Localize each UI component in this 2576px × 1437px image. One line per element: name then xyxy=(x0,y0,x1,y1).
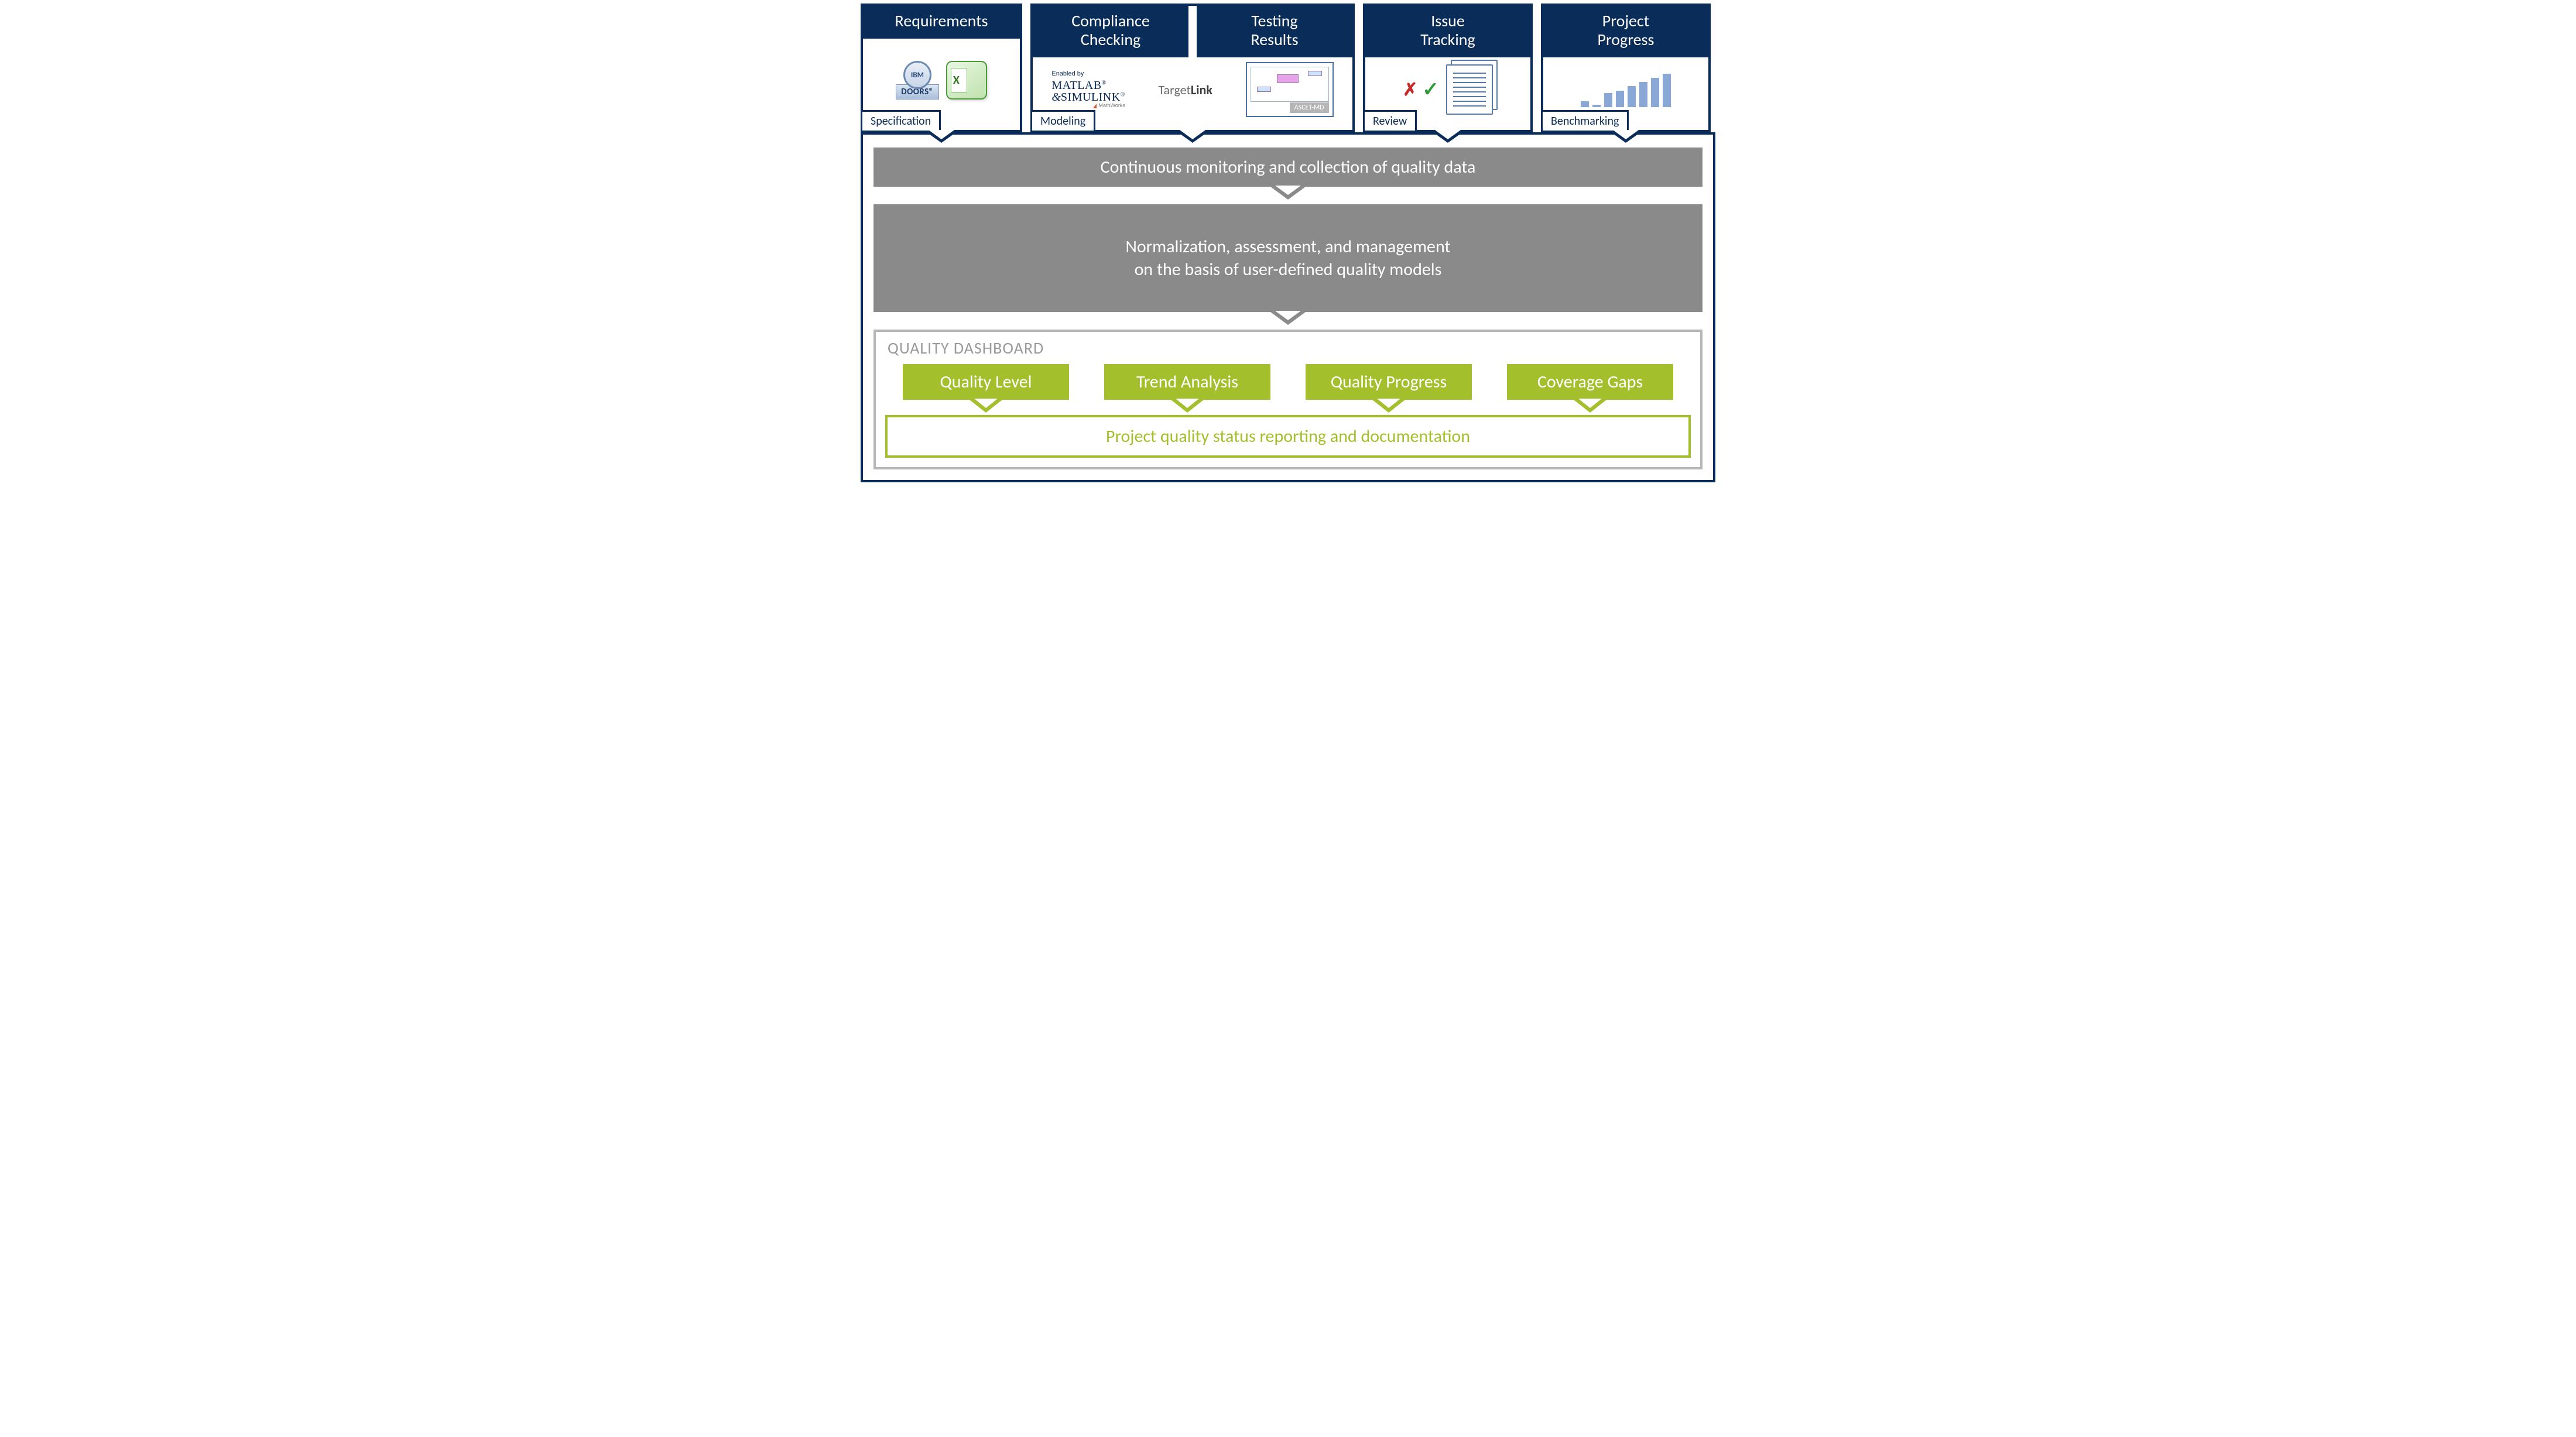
document-stack-icon xyxy=(1446,64,1493,115)
flow-arrow-icon xyxy=(925,131,958,143)
input-sources-row: Requirements IBM DOORS® Specification Co… xyxy=(861,4,1715,132)
card-tag: Benchmarking xyxy=(1541,110,1629,132)
flow-arrow-icon xyxy=(1176,131,1209,143)
quality-flow-diagram: Requirements IBM DOORS® Specification Co… xyxy=(861,4,1715,482)
bar-icon xyxy=(1604,93,1612,107)
stage-normalization: Normalization, assessment, and managemen… xyxy=(873,204,1703,312)
stage-label: Normalization, assessment, and managemen… xyxy=(1125,236,1450,280)
card-tag: Specification xyxy=(861,110,941,132)
bar-icon xyxy=(1639,82,1647,107)
ascet-label: ASCET-MD xyxy=(1290,102,1329,113)
simulink-name: SIMULINK xyxy=(1061,91,1121,104)
flow-arrow-icon xyxy=(1270,187,1306,200)
review-marks: ✗ ✓ xyxy=(1403,78,1439,102)
targetlink-b: Link xyxy=(1191,82,1212,98)
dashboard-outcome: Project quality status reporting and doc… xyxy=(885,415,1691,458)
bar-icon xyxy=(1628,86,1636,107)
card-project-progress: Project Progress Benchmarking xyxy=(1541,4,1711,132)
dashboard-metric: Quality Progress xyxy=(1306,364,1472,400)
check-mark-icon: ✓ xyxy=(1422,78,1439,102)
benchmark-bars-icon xyxy=(1581,72,1671,107)
dashboard-metrics-row: Quality Level Trend Analysis Quality Progr… xyxy=(885,364,1691,400)
flow-arrow-icon xyxy=(1372,400,1405,413)
flow-arrow-icon xyxy=(1609,131,1642,143)
tool-ibm-doors-icon: IBM DOORS® xyxy=(896,61,939,100)
dashboard-metric: Coverage Gaps xyxy=(1507,364,1673,400)
header-testing: Testing Results xyxy=(1197,6,1352,57)
card-header: Issue Tracking xyxy=(1365,6,1530,57)
processing-panel: Continuous monitoring and collection of … xyxy=(861,132,1715,482)
flow-arrow-icon xyxy=(1431,131,1464,143)
flow-arrow-icon xyxy=(970,400,1002,413)
bar-icon xyxy=(1663,74,1671,108)
quality-dashboard-panel: QUALITY DASHBOARD Quality Level Trend Ana… xyxy=(873,330,1703,469)
card-compliance-testing: Compliance Checking Testing Results Enab… xyxy=(1030,4,1355,132)
stage-monitoring: Continuous monitoring and collection of … xyxy=(873,148,1703,187)
card-header: Project Progress xyxy=(1543,6,1708,57)
bar-icon xyxy=(1581,101,1589,108)
tool-matlab-simulink-icon: Enabled by MATLAB® &SIMULINK® MathWorks xyxy=(1051,71,1125,108)
mathworks-vendor: MathWorks xyxy=(1098,102,1125,108)
tool-excel-icon xyxy=(946,61,987,100)
card-header: Requirements xyxy=(863,6,1020,39)
card-header-split: Compliance Checking Testing Results xyxy=(1033,6,1352,57)
bar-icon xyxy=(1592,105,1601,108)
ibm-badge-icon: IBM xyxy=(903,61,931,89)
card-tag: Review xyxy=(1363,110,1417,132)
flow-arrow-icon xyxy=(1574,400,1606,413)
card-tag: Modeling xyxy=(1030,110,1095,132)
card-issue-tracking: Issue Tracking ✗ ✓ xyxy=(1363,4,1533,132)
targetlink-a: Target xyxy=(1159,82,1191,98)
bar-icon xyxy=(1651,78,1659,107)
header-gap xyxy=(1188,6,1197,57)
x-mark-icon: ✗ xyxy=(1403,79,1417,101)
flow-arrow-icon xyxy=(1171,400,1204,413)
flow-arrow-icon xyxy=(1270,312,1306,325)
dashboard-title: QUALITY DASHBOARD xyxy=(888,338,1691,358)
bar-icon xyxy=(1616,91,1624,108)
card-requirements: Requirements IBM DOORS® Specification xyxy=(861,4,1022,132)
tool-targetlink-icon: TargetLink xyxy=(1159,82,1212,98)
stage-label: Continuous monitoring and collection of … xyxy=(1101,156,1476,178)
matlab-enabled-by: Enabled by xyxy=(1051,71,1125,77)
dashboard-metric: Quality Level xyxy=(903,364,1069,400)
header-compliance: Compliance Checking xyxy=(1033,6,1188,57)
matlab-name: MATLAB xyxy=(1051,79,1101,92)
tool-ascet-icon: ASCET-MD xyxy=(1246,62,1334,117)
dashboard-metric: Trend Analysis xyxy=(1104,364,1270,400)
